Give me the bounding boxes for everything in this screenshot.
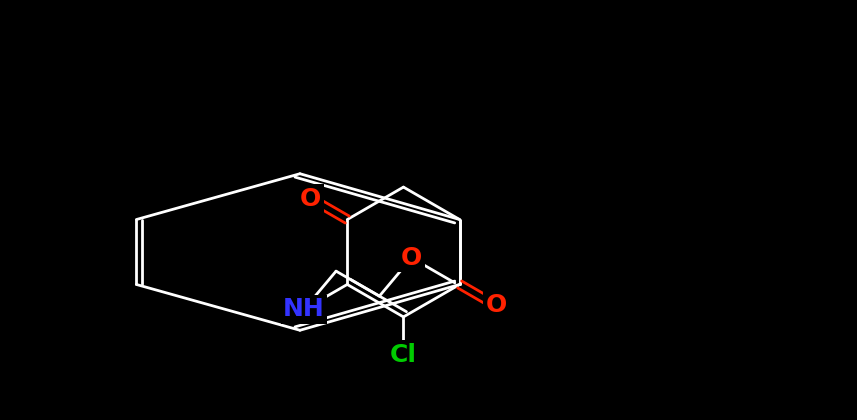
Text: NH: NH <box>283 297 325 321</box>
Text: Cl: Cl <box>390 343 417 367</box>
Text: O: O <box>401 246 423 270</box>
Text: O: O <box>485 294 506 318</box>
Text: O: O <box>300 186 321 210</box>
